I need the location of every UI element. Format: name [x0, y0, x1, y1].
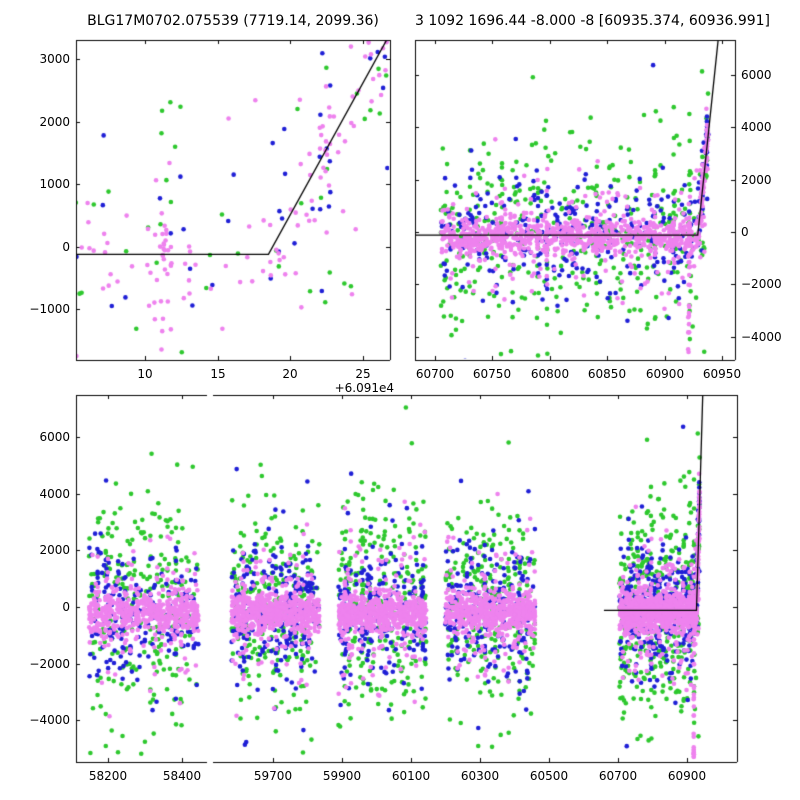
y-tick-label: −1000 [29, 302, 70, 316]
x-tick-label: 60700 [415, 367, 455, 381]
y-tick-label: 0 [62, 240, 70, 254]
x-tick-label: 15 [210, 367, 226, 381]
y-tick-label: 0 [62, 600, 70, 614]
x-tick-label: 25 [355, 367, 371, 381]
x-tick-label: 60850 [587, 367, 627, 381]
y-tick-label: 1000 [39, 177, 70, 191]
x-tick-label: 59900 [322, 769, 362, 783]
y-tick-label: −4000 [741, 330, 782, 344]
x-tick-label: 60500 [529, 769, 569, 783]
y-tick-label: −4000 [29, 713, 70, 727]
y-tick-label: 0 [741, 225, 749, 239]
x-tick-label: 58200 [88, 769, 128, 783]
x-tick-label: 60900 [667, 769, 707, 783]
x-axis-offset-label: +6.091e4 [334, 381, 394, 395]
x-tick-label: 60800 [530, 367, 570, 381]
y-tick-label: 2000 [741, 173, 772, 187]
right-plot-title: 3 1092 1696.44 -8.000 -8 [60935.374, 609… [415, 13, 771, 29]
x-tick-label: 20 [282, 367, 298, 381]
x-tick-label: 10 [137, 367, 153, 381]
y-tick-label: 4000 [39, 487, 70, 501]
y-tick-label: 2000 [39, 115, 70, 129]
y-tick-label: 2000 [39, 543, 70, 557]
y-tick-label: 6000 [741, 68, 772, 82]
x-tick-label: 60700 [598, 769, 638, 783]
x-tick-label: 60300 [460, 769, 500, 783]
x-tick-label: 60950 [702, 367, 742, 381]
y-tick-label: −2000 [29, 657, 70, 671]
y-tick-label: 6000 [39, 430, 70, 444]
y-tick-label: 3000 [39, 52, 70, 66]
x-tick-label: 60750 [472, 367, 512, 381]
x-tick-label: 60100 [391, 769, 431, 783]
x-tick-label: 59700 [253, 769, 293, 783]
y-tick-label: 4000 [741, 120, 772, 134]
left-plot-title: BLG17M0702.075539 (7719.14, 2099.36) [87, 13, 379, 29]
x-tick-label: 58400 [162, 769, 202, 783]
y-tick-label: −2000 [741, 277, 782, 291]
x-tick-label: 60900 [645, 367, 685, 381]
